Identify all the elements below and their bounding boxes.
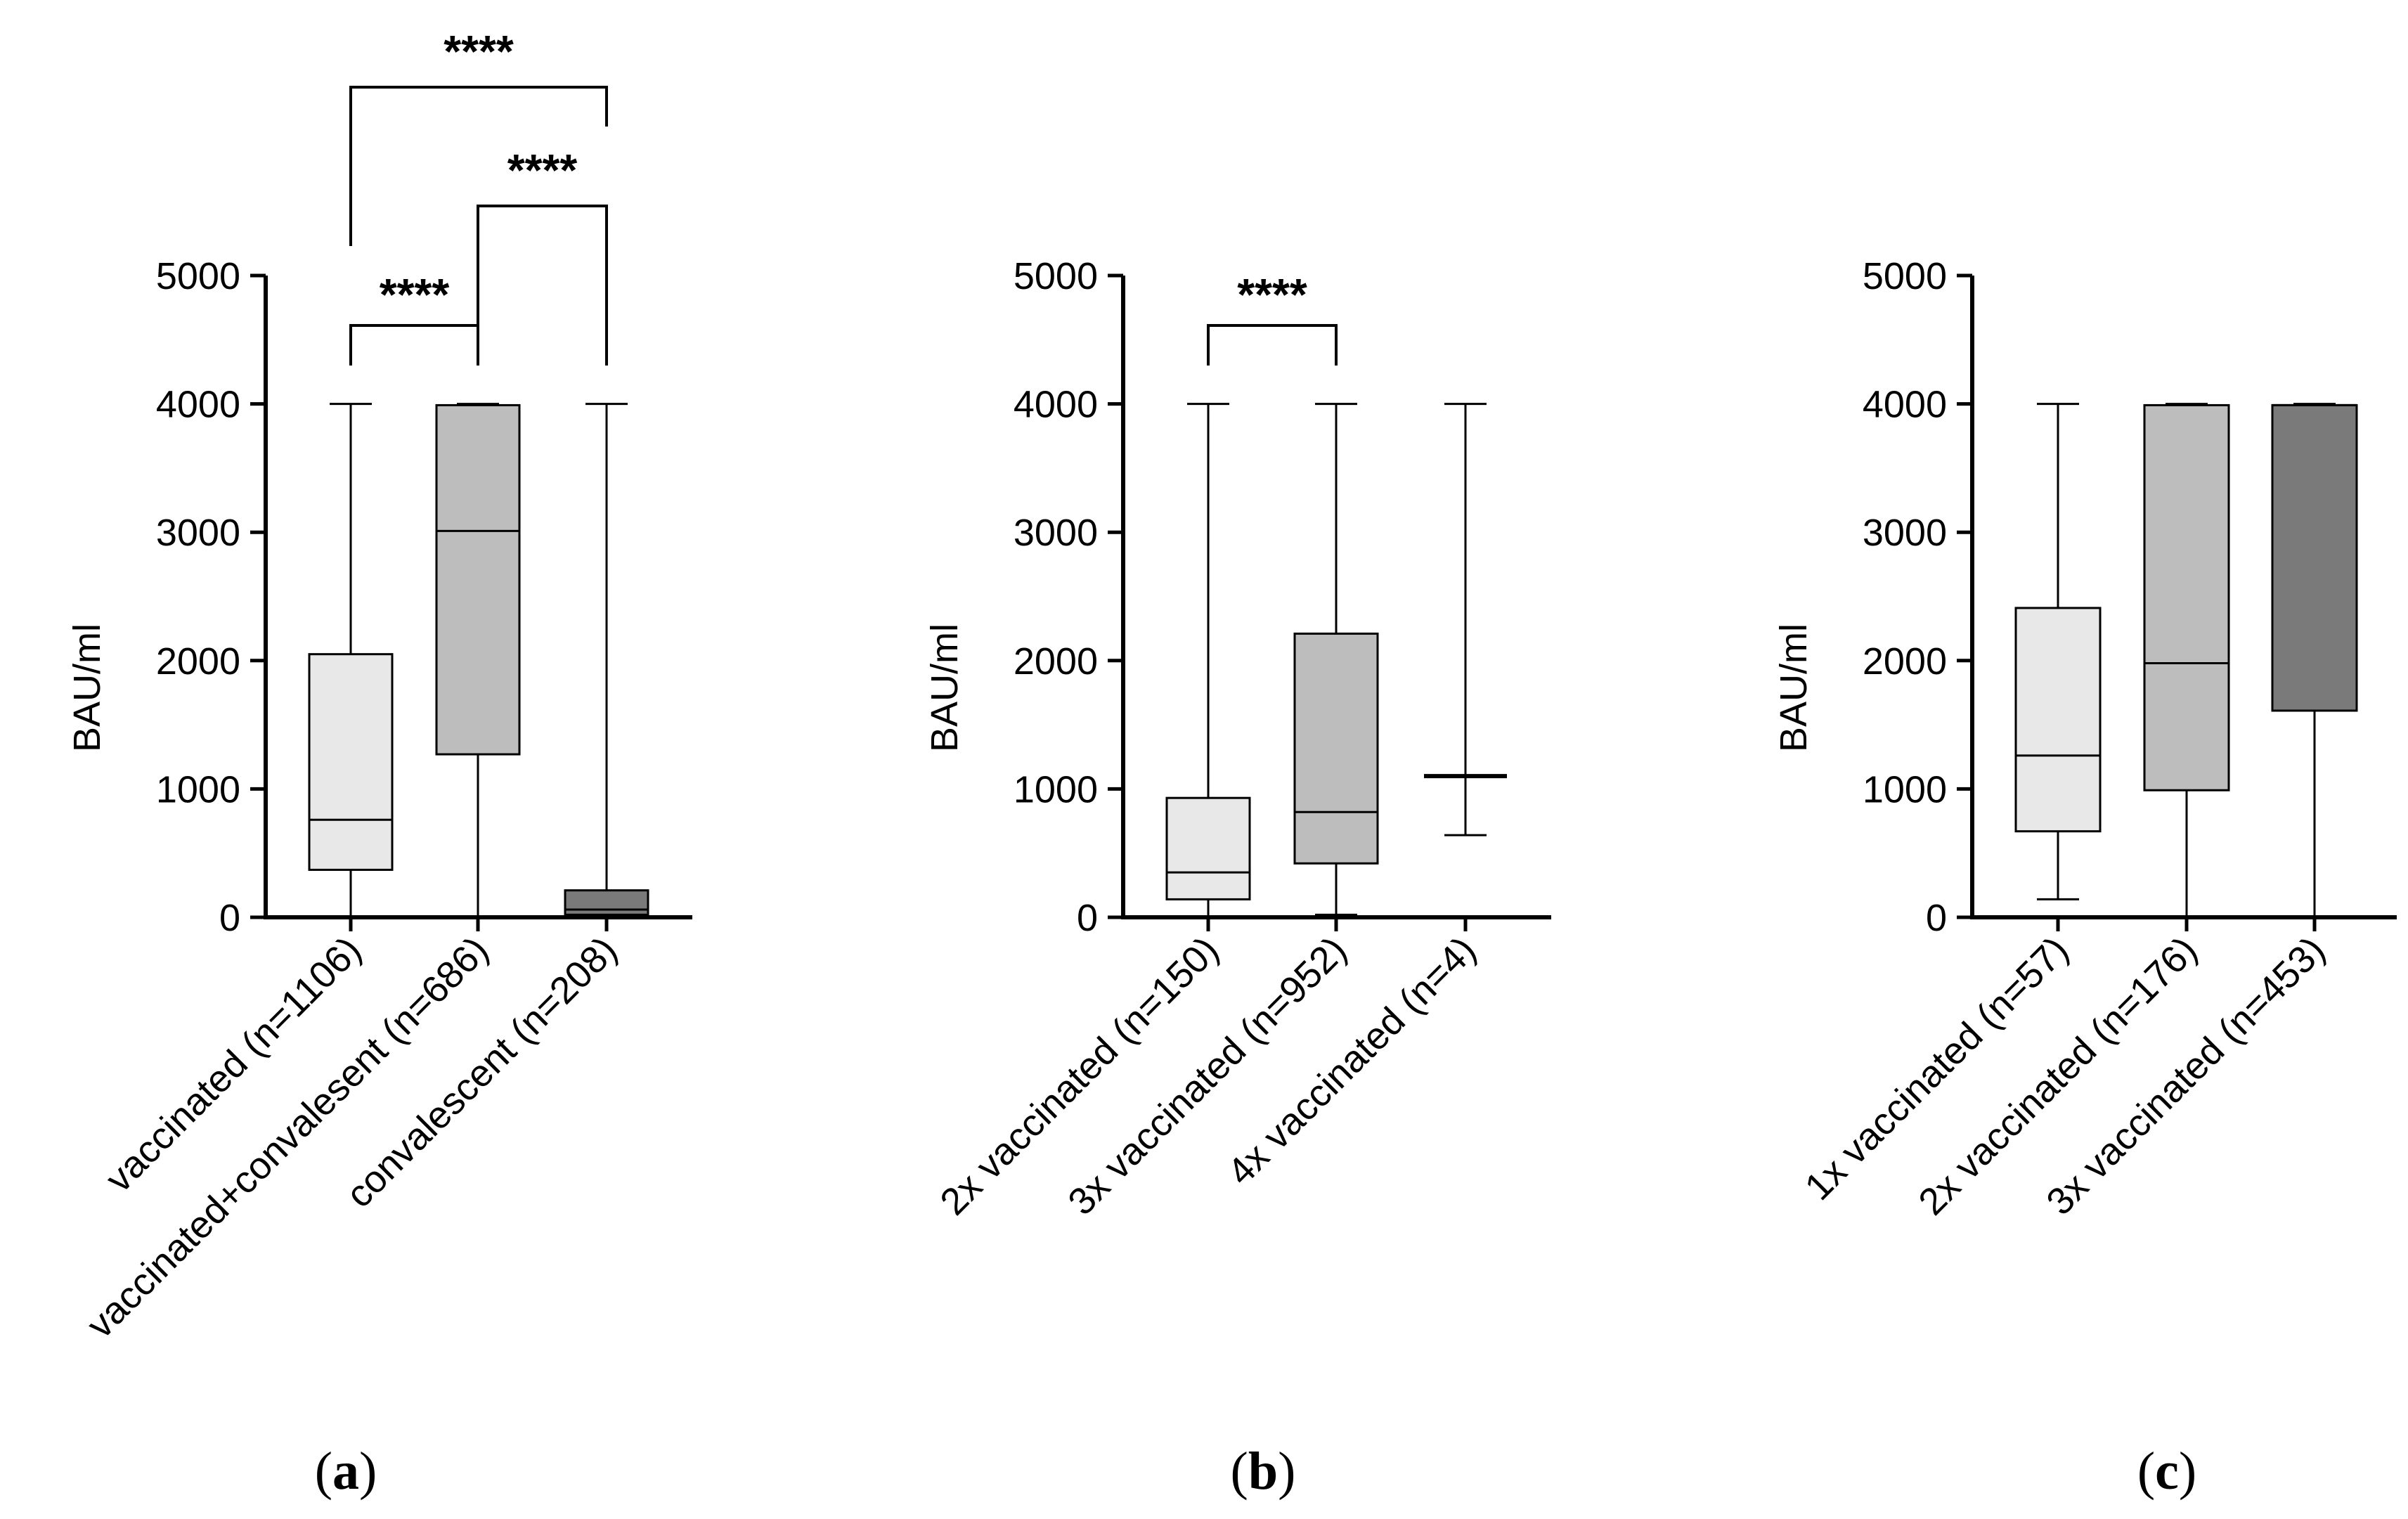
box-iqr bbox=[308, 653, 394, 871]
panel-paren-close: ) bbox=[359, 1442, 377, 1501]
y-tick-label: 0 bbox=[219, 897, 240, 939]
y-tick-label: 1000 bbox=[1863, 768, 1947, 810]
y-tick-label: 5000 bbox=[1863, 255, 1947, 297]
bracket-line bbox=[1207, 324, 1338, 366]
box-iqr bbox=[2143, 403, 2230, 791]
box-iqr bbox=[564, 889, 649, 916]
panel-paren-close: ) bbox=[2179, 1442, 2196, 1501]
panel-label: (b) bbox=[1231, 1442, 1296, 1501]
y-tick-label: 5000 bbox=[156, 255, 240, 297]
x-category-label: vaccinated (n=1106) bbox=[98, 929, 370, 1201]
y-tick-label: 5000 bbox=[1014, 255, 1098, 297]
y-axis-label: BAU/ml bbox=[924, 623, 966, 752]
panel-paren-open: ( bbox=[1231, 1442, 1248, 1501]
bracket-line bbox=[477, 205, 608, 366]
significance-label: **** bbox=[380, 269, 450, 320]
box-iqr bbox=[1165, 796, 1251, 900]
y-tick-label: 4000 bbox=[1014, 384, 1098, 426]
significance-bracket: **** bbox=[349, 269, 479, 366]
y-axis-label: BAU/ml bbox=[66, 623, 108, 752]
y-tick-label: 0 bbox=[1077, 897, 1098, 939]
significance-label: **** bbox=[507, 145, 578, 195]
bracket-line bbox=[349, 86, 608, 246]
panel-label: (a) bbox=[315, 1442, 377, 1501]
panel-letter: b bbox=[1248, 1442, 1278, 1501]
chart-panel-a: 0 1000 2000 3000 4000 5000 BAU/ml vaccinated (n… bbox=[66, 26, 692, 1501]
box-iqr bbox=[2014, 607, 2102, 833]
y-tick-label: 2000 bbox=[156, 640, 240, 683]
y-tick-label: 2000 bbox=[1014, 640, 1098, 683]
significance-label: **** bbox=[444, 26, 514, 77]
box-iqr bbox=[1293, 632, 1379, 865]
panel-paren-open: ( bbox=[315, 1442, 332, 1501]
panel-letter: a bbox=[332, 1442, 359, 1501]
y-axis-label: BAU/ml bbox=[1773, 623, 1815, 752]
panel-paren-close: ) bbox=[1278, 1442, 1295, 1501]
significance-bracket: **** bbox=[1207, 269, 1338, 366]
box-1: vaccinated+convalesent (n=686) bbox=[79, 403, 521, 1346]
significance-bracket: **** bbox=[349, 26, 608, 246]
significance-label: **** bbox=[1237, 269, 1307, 320]
y-tick-label: 3000 bbox=[156, 512, 240, 554]
x-category-label: 4x vaccinated (n=4) bbox=[1219, 929, 1484, 1194]
y-tick-label: 2000 bbox=[1863, 640, 1947, 683]
significance-bracket: **** bbox=[477, 145, 608, 366]
panel-paren-open: ( bbox=[2137, 1442, 2155, 1501]
panel-label: (c) bbox=[2137, 1442, 2196, 1501]
box-iqr bbox=[435, 403, 521, 756]
y-tick-label: 3000 bbox=[1863, 512, 1947, 554]
y-tick-label: 3000 bbox=[1014, 512, 1098, 554]
bracket-line bbox=[349, 324, 479, 366]
panel-letter: c bbox=[2155, 1442, 2179, 1501]
y-tick-label: 1000 bbox=[156, 768, 240, 810]
y-tick-label: 4000 bbox=[156, 384, 240, 426]
y-tick-label: 0 bbox=[1926, 897, 1947, 939]
y-tick-label: 1000 bbox=[1014, 768, 1098, 810]
box-iqr bbox=[2271, 403, 2358, 712]
y-tick-label: 4000 bbox=[1863, 384, 1947, 426]
